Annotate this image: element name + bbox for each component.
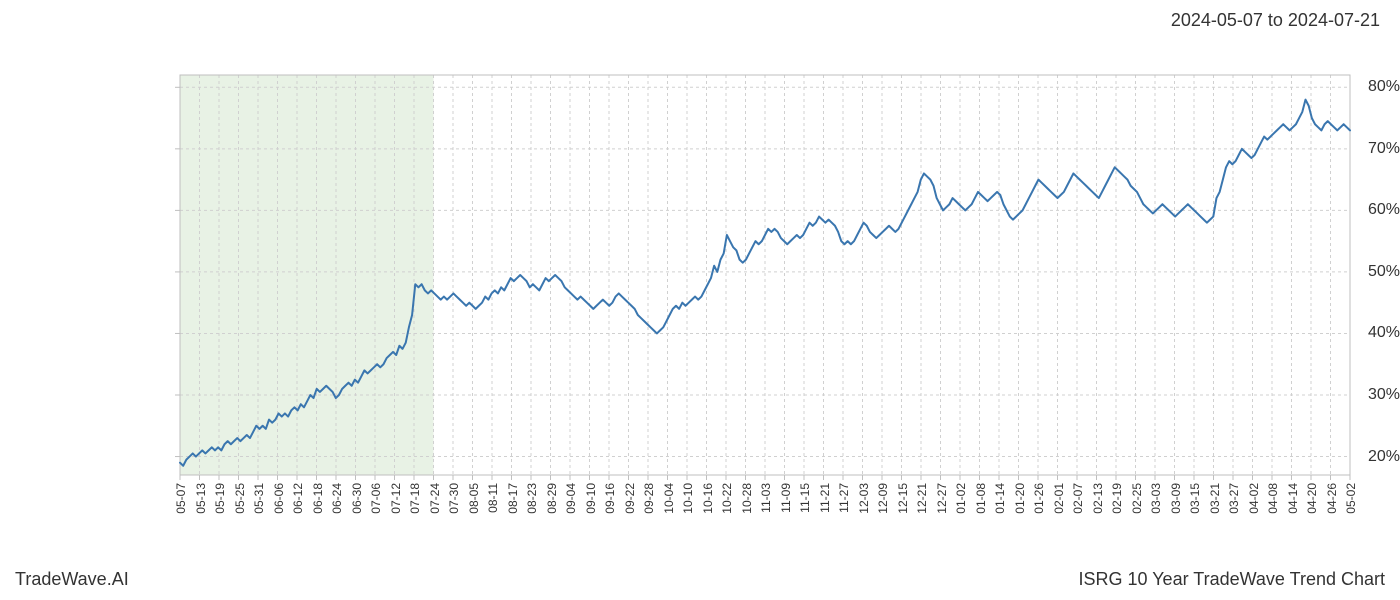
- x-tick-label: 01-08: [974, 483, 988, 514]
- x-tick-label: 11-09: [779, 483, 793, 513]
- footer-title: ISRG 10 Year TradeWave Trend Chart: [1079, 569, 1386, 590]
- x-tick-label: 01-02: [954, 483, 968, 514]
- y-tick-label: 60%: [1232, 201, 1400, 219]
- x-tick-label: 05-19: [213, 483, 227, 514]
- x-tick-label: 05-13: [194, 483, 208, 514]
- x-tick-label: 09-28: [642, 483, 656, 514]
- x-tick-label: 05-07: [174, 483, 188, 514]
- x-tick-label: 02-07: [1071, 483, 1085, 514]
- x-tick-label: 01-20: [1013, 483, 1027, 514]
- x-tick-label: 11-27: [837, 483, 851, 513]
- x-tick-label: 09-22: [623, 483, 637, 514]
- x-tick-label: 10-04: [662, 483, 676, 514]
- y-tick-label: 80%: [1232, 78, 1400, 96]
- x-tick-label: 05-31: [252, 483, 266, 514]
- x-tick-label: 06-18: [311, 483, 325, 514]
- x-tick-label: 04-08: [1266, 483, 1280, 514]
- x-tick-label: 08-23: [525, 483, 539, 514]
- x-tick-label: 07-24: [428, 483, 442, 514]
- x-tick-label: 06-30: [350, 483, 364, 514]
- x-tick-label: 03-09: [1169, 483, 1183, 514]
- x-tick-label: 08-17: [506, 483, 520, 514]
- x-tick-label: 10-28: [740, 483, 754, 514]
- x-tick-label: 05-25: [233, 483, 247, 514]
- x-tick-label: 07-18: [408, 483, 422, 514]
- x-tick-label: 12-15: [896, 483, 910, 514]
- trend-chart: [0, 50, 1400, 530]
- x-tick-label: 12-09: [876, 483, 890, 514]
- x-tick-label: 04-14: [1286, 483, 1300, 514]
- x-tick-label: 10-22: [720, 483, 734, 514]
- x-tick-label: 03-15: [1188, 483, 1202, 514]
- y-tick-label: 50%: [1232, 263, 1400, 281]
- x-tick-label: 05-02: [1344, 483, 1358, 514]
- y-tick-label: 30%: [1232, 386, 1400, 404]
- chart-container: 20% 30% 40% 50% 60% 70% 80% 05-07 05-13 05-19 05-…: [0, 50, 1400, 530]
- x-tick-label: 09-16: [603, 483, 617, 514]
- x-tick-label: 06-24: [330, 483, 344, 514]
- x-tick-label: 02-01: [1052, 483, 1066, 514]
- x-tick-label: 02-19: [1110, 483, 1124, 514]
- x-tick-label: 08-05: [467, 483, 481, 514]
- x-tick-label: 06-06: [272, 483, 286, 514]
- x-tick-label: 10-16: [701, 483, 715, 514]
- x-tick-label: 04-02: [1247, 483, 1261, 514]
- x-tick-label: 08-29: [545, 483, 559, 514]
- x-tick-label: 07-06: [369, 483, 383, 514]
- y-tick-label: 20%: [1232, 448, 1400, 466]
- x-tick-label: 09-04: [564, 483, 578, 514]
- x-tick-label: 03-03: [1149, 483, 1163, 514]
- x-tick-label: 04-20: [1305, 483, 1319, 514]
- x-tick-label: 08-11: [486, 483, 500, 513]
- x-tick-label: 10-10: [681, 483, 695, 514]
- x-tick-label: 04-26: [1325, 483, 1339, 514]
- x-tick-label: 01-26: [1032, 483, 1046, 514]
- y-tick-label: 40%: [1232, 324, 1400, 342]
- y-tick-label: 70%: [1232, 140, 1400, 158]
- x-tick-label: 07-12: [389, 483, 403, 514]
- x-tick-label: 12-03: [857, 483, 871, 514]
- x-tick-label: 01-14: [993, 483, 1007, 514]
- x-tick-label: 02-13: [1091, 483, 1105, 514]
- x-tick-label: 12-27: [935, 483, 949, 514]
- x-tick-label: 02-25: [1130, 483, 1144, 514]
- x-tick-label: 03-27: [1227, 483, 1241, 514]
- x-tick-label: 07-30: [447, 483, 461, 514]
- x-tick-label: 09-10: [584, 483, 598, 514]
- footer-brand: TradeWave.AI: [15, 569, 129, 590]
- x-tick-label: 11-03: [759, 483, 773, 513]
- x-tick-label: 12-21: [915, 483, 929, 514]
- x-tick-label: 06-12: [291, 483, 305, 514]
- date-range-label: 2024-05-07 to 2024-07-21: [1171, 10, 1380, 31]
- x-tick-label: 03-21: [1208, 483, 1222, 514]
- x-tick-label: 11-15: [798, 483, 812, 513]
- x-tick-label: 11-21: [818, 483, 832, 513]
